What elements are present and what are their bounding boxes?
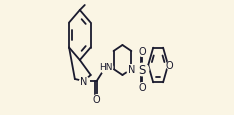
- Text: N: N: [80, 76, 88, 86]
- Text: HN: HN: [99, 63, 112, 72]
- Text: O: O: [166, 60, 173, 70]
- Text: O: O: [139, 47, 146, 56]
- Text: O: O: [93, 94, 100, 104]
- Text: O: O: [139, 82, 146, 92]
- Text: S: S: [139, 63, 146, 76]
- Text: N: N: [128, 64, 135, 74]
